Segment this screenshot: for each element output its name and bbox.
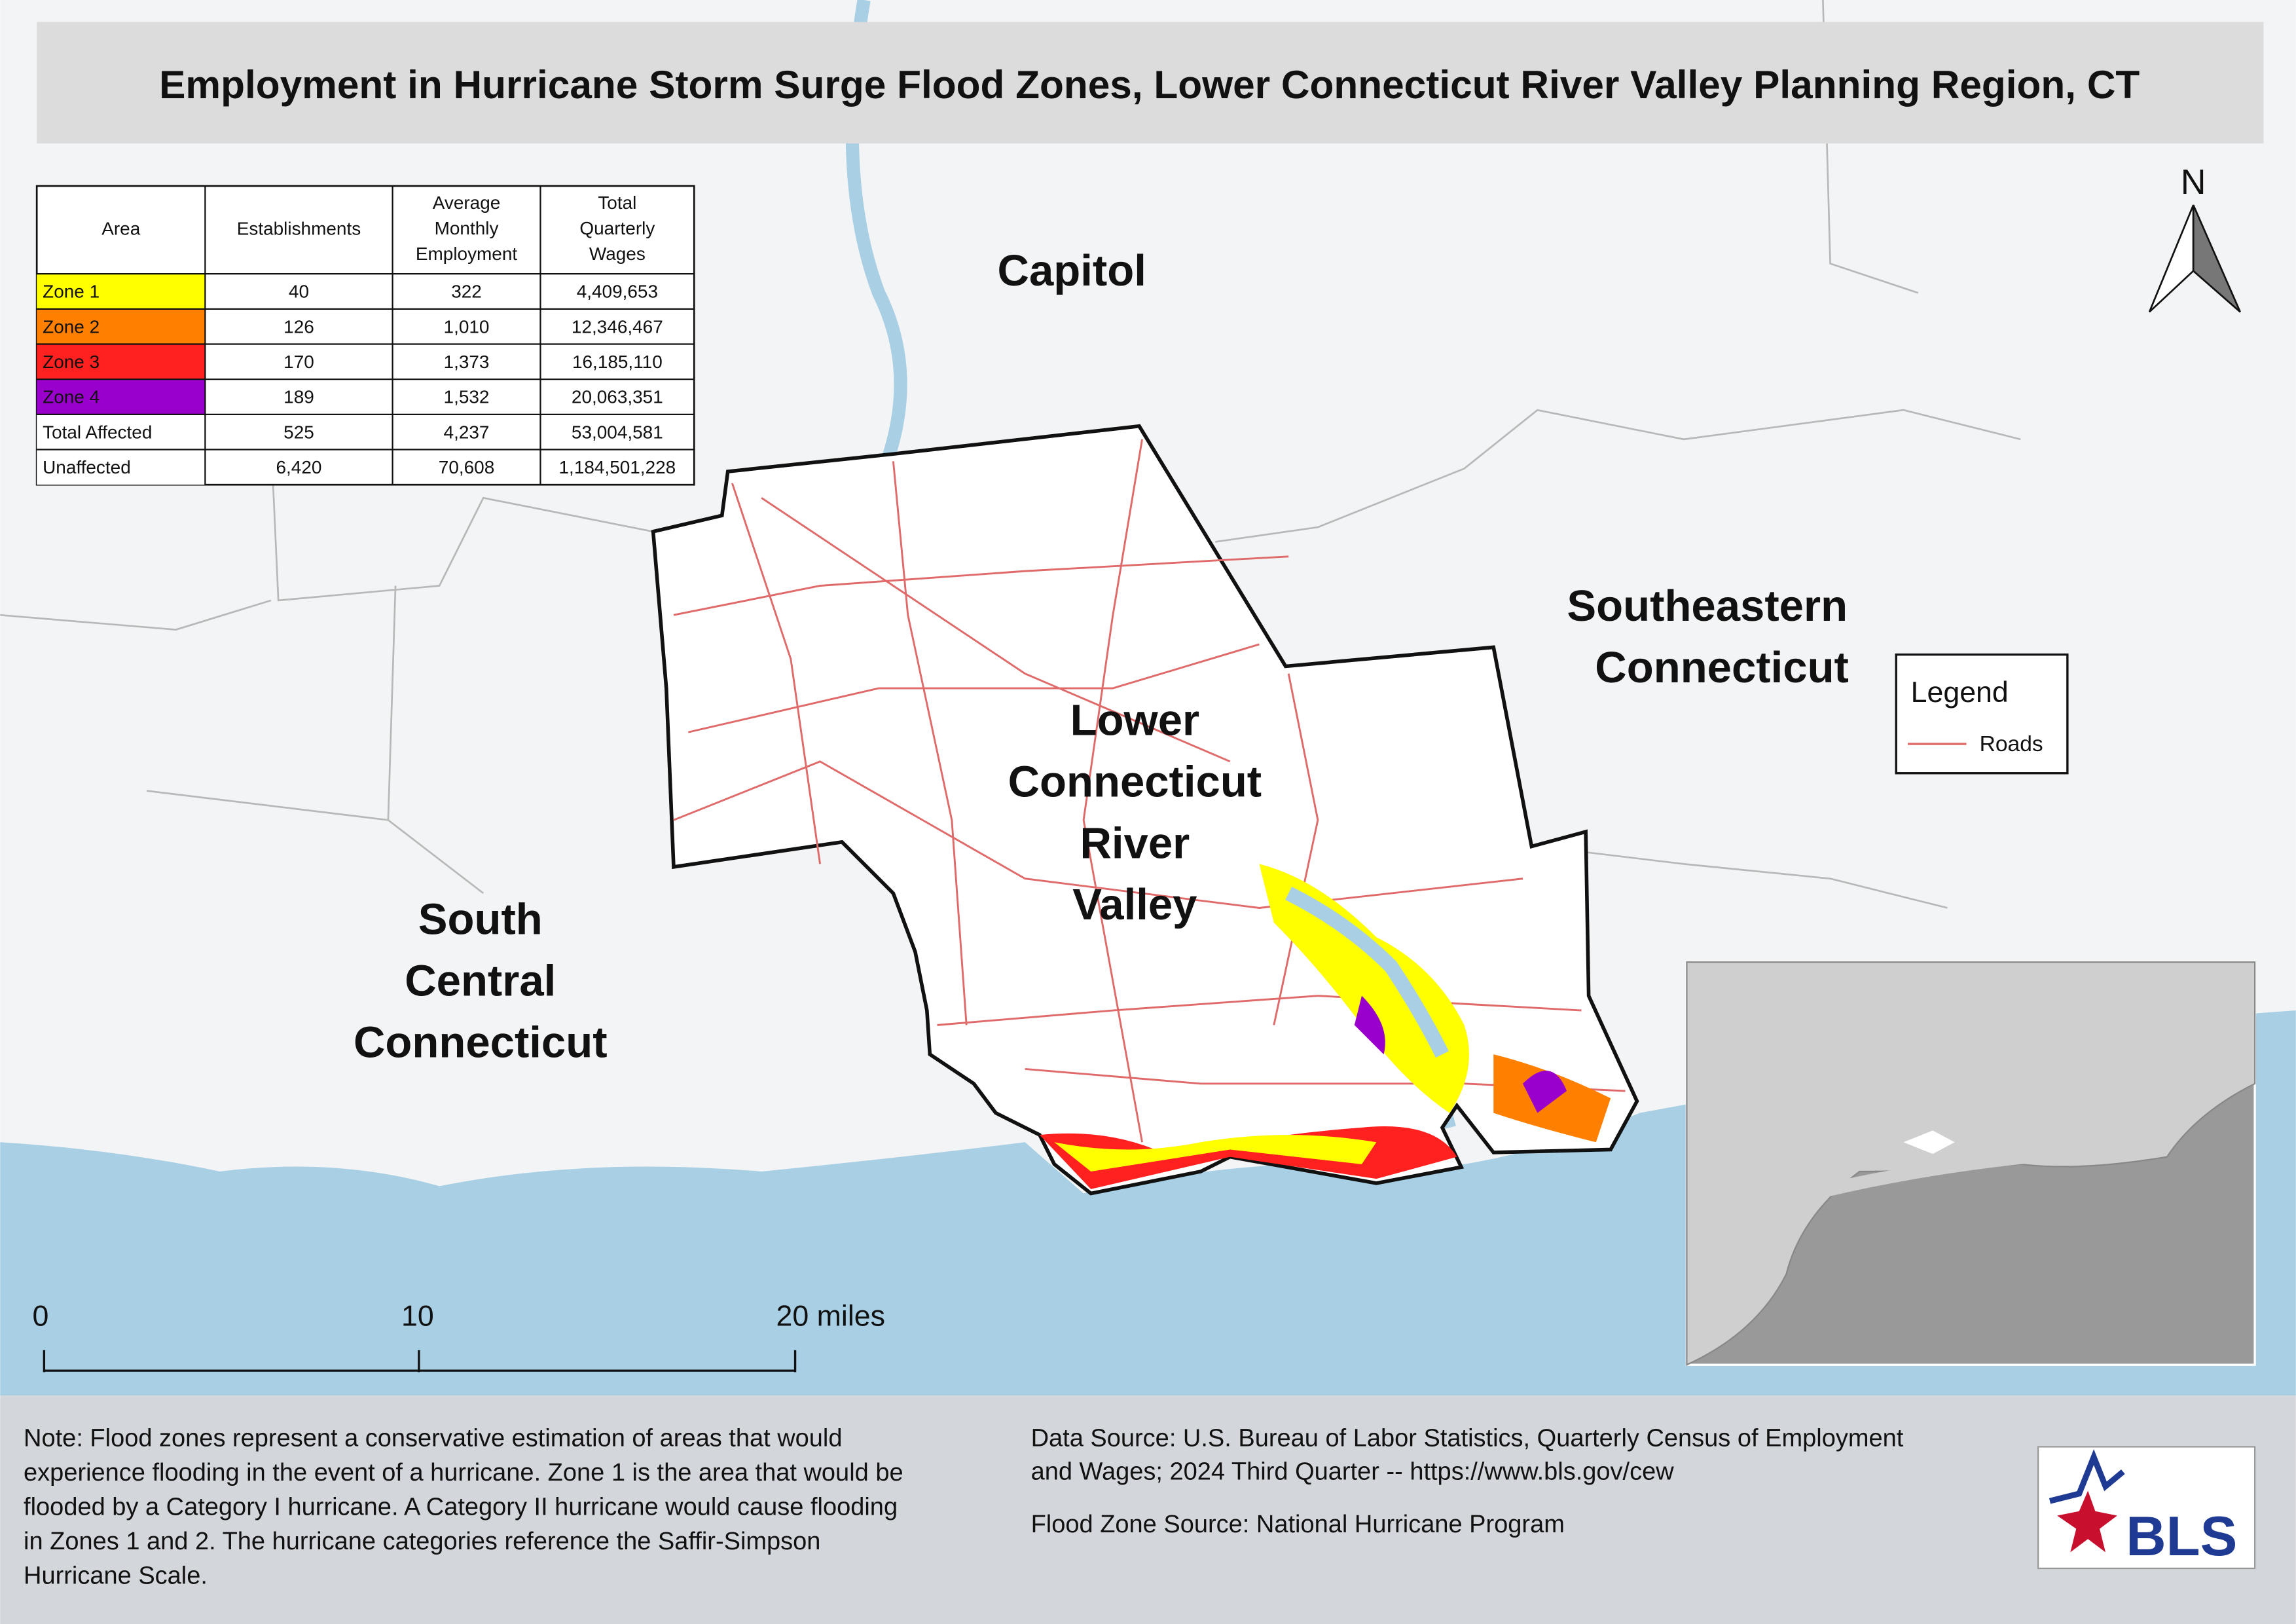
region-label: River [1080,819,1190,868]
legend: Legend Roads [1895,653,2069,775]
source-line: and Wages; 2024 Third Quarter -- https:/… [1031,1458,1675,1486]
table-header: Total Quarterly Wages [579,193,655,264]
region-label: Connecticut [354,1018,608,1067]
table-cell: 70,608 [439,457,494,477]
table: Area Establishments Average Monthly Employme… [35,185,695,486]
table-header: Area [101,218,140,238]
table-cell: 6,420 [276,457,322,477]
row-swatch [37,274,206,309]
table-cell: 12,346,467 [572,316,663,337]
note-line: in Zones 1 and 2. The hurricane categori… [24,1528,820,1555]
logo-text: BLS [2126,1505,2237,1568]
table-cell: 322 [451,282,482,302]
table-cell: Zone 2 [43,316,100,337]
legend-label: Roads [1980,732,2043,756]
row-swatch [37,379,206,415]
inset-region [1903,1130,1955,1154]
flood-zone [1522,1070,1567,1113]
scale-bar [43,1350,797,1373]
flood-source: Flood Zone Source: National Hurricane Pr… [1031,1511,1565,1538]
title-bar [37,22,2264,144]
inset-map [1685,961,2256,1366]
logo-star [2057,1490,2117,1553]
scale-label: 10 [401,1300,434,1332]
flood-zone [1054,1135,1377,1172]
table-cell: Zone 4 [43,387,100,407]
table-cell: 1,010 [444,316,490,337]
note-line: experience flooding in the event of a hu… [24,1459,903,1486]
row-swatch [37,308,206,344]
table-cell: Unaffected [43,457,131,477]
table-cell: 53,004,581 [572,422,663,442]
boundaries [0,0,2021,909]
table-cell: Zone 3 [43,352,100,372]
row-swatch [37,344,206,380]
region-label: Capitol [998,246,1146,295]
flood-zone [1259,864,1469,1113]
note-line: Hurricane Scale. [24,1562,208,1589]
region-label: Connecticut [1595,643,1849,692]
logo: BLS [2037,1446,2256,1570]
footer [0,1395,2296,1624]
scale-label: 20 miles [776,1300,885,1332]
region-label: Central [405,956,556,1005]
region-labels: Capitol Southeastern Connecticut Lower Conne… [354,246,1849,1067]
row-swatch [37,414,206,450]
north-label: N [2181,162,2206,202]
note-line: Note: Flood zones represent a conservati… [24,1424,842,1452]
table-cell: 4,409,653 [577,282,658,302]
table-header: Average Monthly Employment [416,193,518,264]
table-cell: 1,373 [444,352,490,372]
region-label: Southeastern [1567,581,1848,631]
table-cell: 4,237 [444,422,490,442]
table-cell: Total Affected [43,422,152,442]
footer-text: Note: Flood zones represent a conservati… [24,1424,1904,1589]
table-cell: 1,532 [444,387,490,407]
table-cell: 189 [283,387,314,407]
note-line: flooded by a Category I hurricane. A Cat… [24,1493,898,1521]
table-cell: 525 [283,422,314,442]
river [1285,887,1449,1058]
table-header: Establishments [237,218,361,238]
table-cell: 126 [283,316,314,337]
row-swatch [37,449,206,485]
region-label: South [418,895,543,944]
table-cell: Zone 1 [43,282,100,302]
scale-label: 0 [32,1300,48,1332]
logo-line [2049,1449,2125,1504]
table-cell: 16,185,110 [572,352,663,372]
table-cell: 20,063,351 [572,387,663,407]
table-cell: 170 [283,352,314,372]
north-arrow-right [2192,204,2241,313]
region-label: Lower [1070,695,1200,745]
north-arrow: N [2148,162,2241,313]
source-line: Data Source: U.S. Bureau of Labor Statis… [1031,1424,1904,1452]
legend-box [1895,653,2069,775]
inset-island [1815,1149,2079,1198]
title: Employment in Hurricane Storm Surge Floo… [159,62,2140,107]
table-cell: 1,184,501,228 [559,457,676,477]
region-label: Connecticut [1008,757,1262,806]
region-label: Valley [1072,880,1197,929]
flood-zone [1354,995,1385,1055]
flood-zones [1040,864,1611,1189]
table-cell: 40 [289,282,309,302]
legend-title: Legend [1911,676,2009,709]
